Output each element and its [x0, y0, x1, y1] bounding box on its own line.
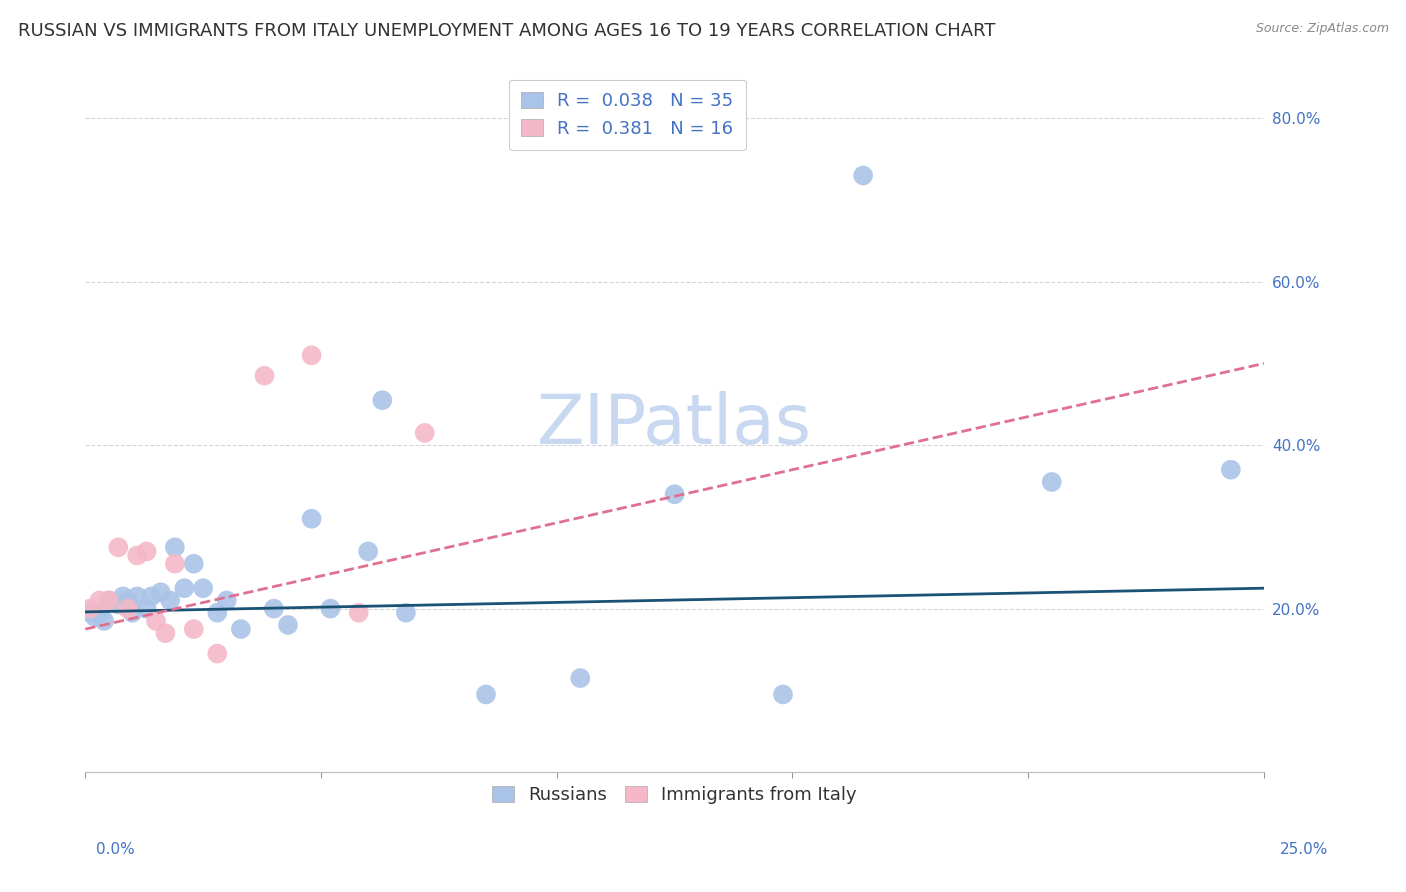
Point — [569, 671, 592, 685]
Point — [852, 169, 875, 183]
Point — [121, 606, 143, 620]
Point — [475, 688, 498, 702]
Point — [163, 557, 186, 571]
Point — [93, 614, 115, 628]
Text: 25.0%: 25.0% — [1281, 842, 1329, 856]
Point — [107, 541, 129, 555]
Point — [371, 393, 394, 408]
Point — [155, 626, 177, 640]
Point — [664, 487, 686, 501]
Point — [347, 606, 370, 620]
Point — [135, 544, 157, 558]
Point — [207, 606, 229, 620]
Point — [97, 593, 120, 607]
Point — [1219, 463, 1241, 477]
Point — [145, 614, 167, 628]
Point — [173, 581, 195, 595]
Point — [141, 590, 163, 604]
Point — [301, 348, 323, 362]
Point — [89, 606, 111, 620]
Point — [127, 549, 149, 563]
Point — [79, 601, 101, 615]
Point — [83, 609, 105, 624]
Point — [215, 593, 238, 607]
Text: ZIPatlas: ZIPatlas — [537, 392, 813, 458]
Point — [111, 590, 134, 604]
Point — [183, 557, 205, 571]
Legend: Russians, Immigrants from Italy: Russians, Immigrants from Italy — [481, 775, 868, 815]
Point — [357, 544, 380, 558]
Point — [163, 541, 186, 555]
Point — [149, 585, 172, 599]
Point — [277, 618, 299, 632]
Text: RUSSIAN VS IMMIGRANTS FROM ITALY UNEMPLOYMENT AMONG AGES 16 TO 19 YEARS CORRELAT: RUSSIAN VS IMMIGRANTS FROM ITALY UNEMPLO… — [18, 22, 995, 40]
Point — [253, 368, 276, 383]
Point — [183, 622, 205, 636]
Point — [79, 606, 101, 620]
Point — [207, 647, 229, 661]
Text: Source: ZipAtlas.com: Source: ZipAtlas.com — [1256, 22, 1389, 36]
Point — [159, 593, 181, 607]
Text: 0.0%: 0.0% — [96, 842, 135, 856]
Point — [97, 593, 120, 607]
Point — [127, 590, 149, 604]
Point — [89, 593, 111, 607]
Point — [263, 601, 285, 615]
Point — [117, 593, 139, 607]
Point — [107, 598, 129, 612]
Point — [395, 606, 418, 620]
Point — [135, 601, 157, 615]
Point — [191, 581, 214, 595]
Point — [413, 425, 436, 440]
Point — [229, 622, 252, 636]
Point — [319, 601, 342, 615]
Point — [301, 512, 323, 526]
Point — [117, 601, 139, 615]
Point — [772, 688, 794, 702]
Point — [1040, 475, 1063, 489]
